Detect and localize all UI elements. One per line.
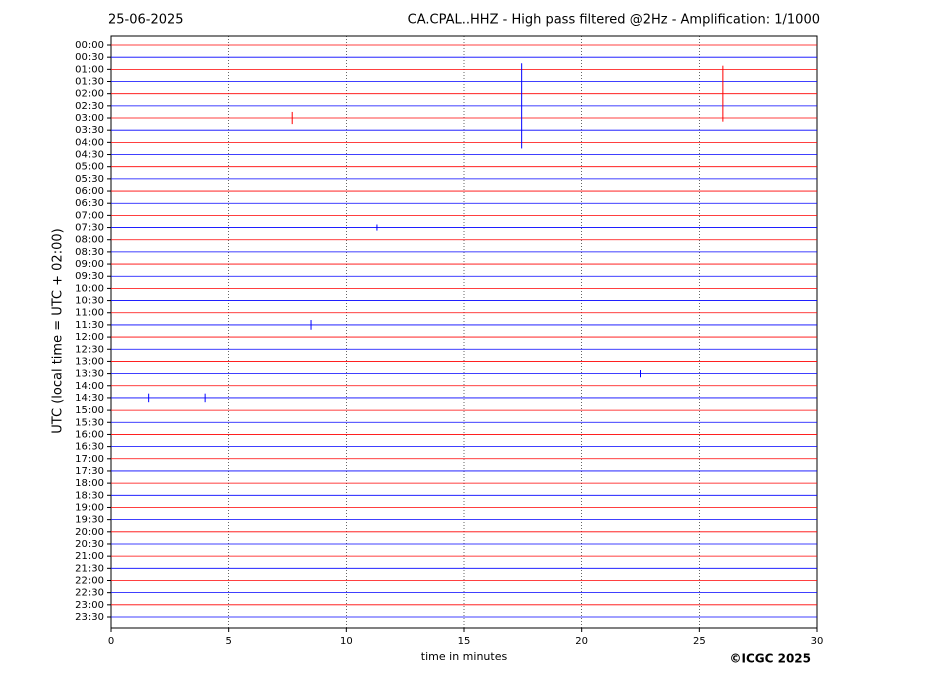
y-tick-label: 14:30: [75, 393, 104, 404]
y-tick-label: 21:30: [75, 563, 104, 574]
y-tick-label: 05:30: [75, 174, 104, 185]
y-tick-label: 18:00: [75, 478, 104, 489]
x-axis-label: time in minutes: [421, 650, 508, 663]
y-tick-label: 19:00: [75, 502, 104, 513]
plot-frame: [110, 35, 818, 629]
x-tick-label: 15: [458, 636, 471, 647]
date: 25-06-2025: [108, 13, 184, 28]
y-tick-label: 11:30: [75, 320, 104, 331]
y-tick-label: 16:00: [75, 429, 104, 440]
y-tick-label: 23:00: [75, 600, 104, 611]
y-tick-label: 14:00: [75, 381, 104, 392]
y-tick-label: 09:30: [75, 271, 104, 282]
y-tick-label: 16:30: [75, 442, 104, 453]
y-tick-label: 20:00: [75, 527, 104, 538]
y-tick-label: 08:00: [75, 235, 104, 246]
y-tick-label: 21:00: [75, 551, 104, 562]
y-tick-label: 07:30: [75, 223, 104, 234]
y-tick-label: 01:00: [75, 64, 104, 75]
y-tick-label: 00:00: [75, 40, 104, 51]
y-tick-label: 06:00: [75, 186, 104, 197]
y-tick-label: 13:00: [75, 356, 104, 367]
y-tick-label: 00:30: [75, 52, 104, 63]
y-tick-label: 12:00: [75, 332, 104, 343]
y-tick-label: 04:30: [75, 150, 104, 161]
y-tick-label: 15:30: [75, 417, 104, 428]
x-tick-label: 25: [693, 636, 706, 647]
chart-title: CA.CPAL..HHZ - High pass filtered @2Hz -…: [408, 13, 820, 28]
copyright: ©ICGC 2025: [729, 652, 811, 666]
y-tick-label: 15:00: [75, 405, 104, 416]
y-tick-label: 17:30: [75, 466, 104, 477]
y-tick-label: 17:00: [75, 454, 104, 465]
y-tick-label: 07:00: [75, 210, 104, 221]
x-tick-label: 20: [575, 636, 588, 647]
y-tick-label: 18:30: [75, 490, 104, 501]
y-tick-label: 01:30: [75, 77, 104, 88]
y-tick-label: 13:30: [75, 369, 104, 380]
y-tick-label: 19:30: [75, 515, 104, 526]
y-tick-label: 23:30: [75, 612, 104, 623]
y-tick-label: 03:00: [75, 113, 104, 124]
y-tick-label: 12:30: [75, 344, 104, 355]
y-tick-label: 20:30: [75, 539, 104, 550]
y-tick-label: 10:00: [75, 283, 104, 294]
y-tick-label: 02:30: [75, 101, 104, 112]
x-tick-label: 10: [340, 636, 353, 647]
y-axis-label: UTC (local time = UTC + 02:00): [51, 228, 66, 433]
x-tick-label: 5: [225, 636, 231, 647]
y-tick-label: 11:00: [75, 308, 104, 319]
x-tick-label: 30: [811, 636, 824, 647]
y-tick-label: 04:00: [75, 137, 104, 148]
y-tick-label: 03:30: [75, 125, 104, 136]
y-tick-label: 02:00: [75, 89, 104, 100]
y-tick-label: 10:30: [75, 296, 104, 307]
y-tick-label: 22:00: [75, 575, 104, 586]
x-tick-label: 0: [108, 636, 114, 647]
y-tick-label: 05:00: [75, 162, 104, 173]
y-tick-label: 06:30: [75, 198, 104, 209]
y-tick-label: 08:30: [75, 247, 104, 258]
y-tick-label: 09:00: [75, 259, 104, 270]
y-tick-label: 22:30: [75, 588, 104, 599]
